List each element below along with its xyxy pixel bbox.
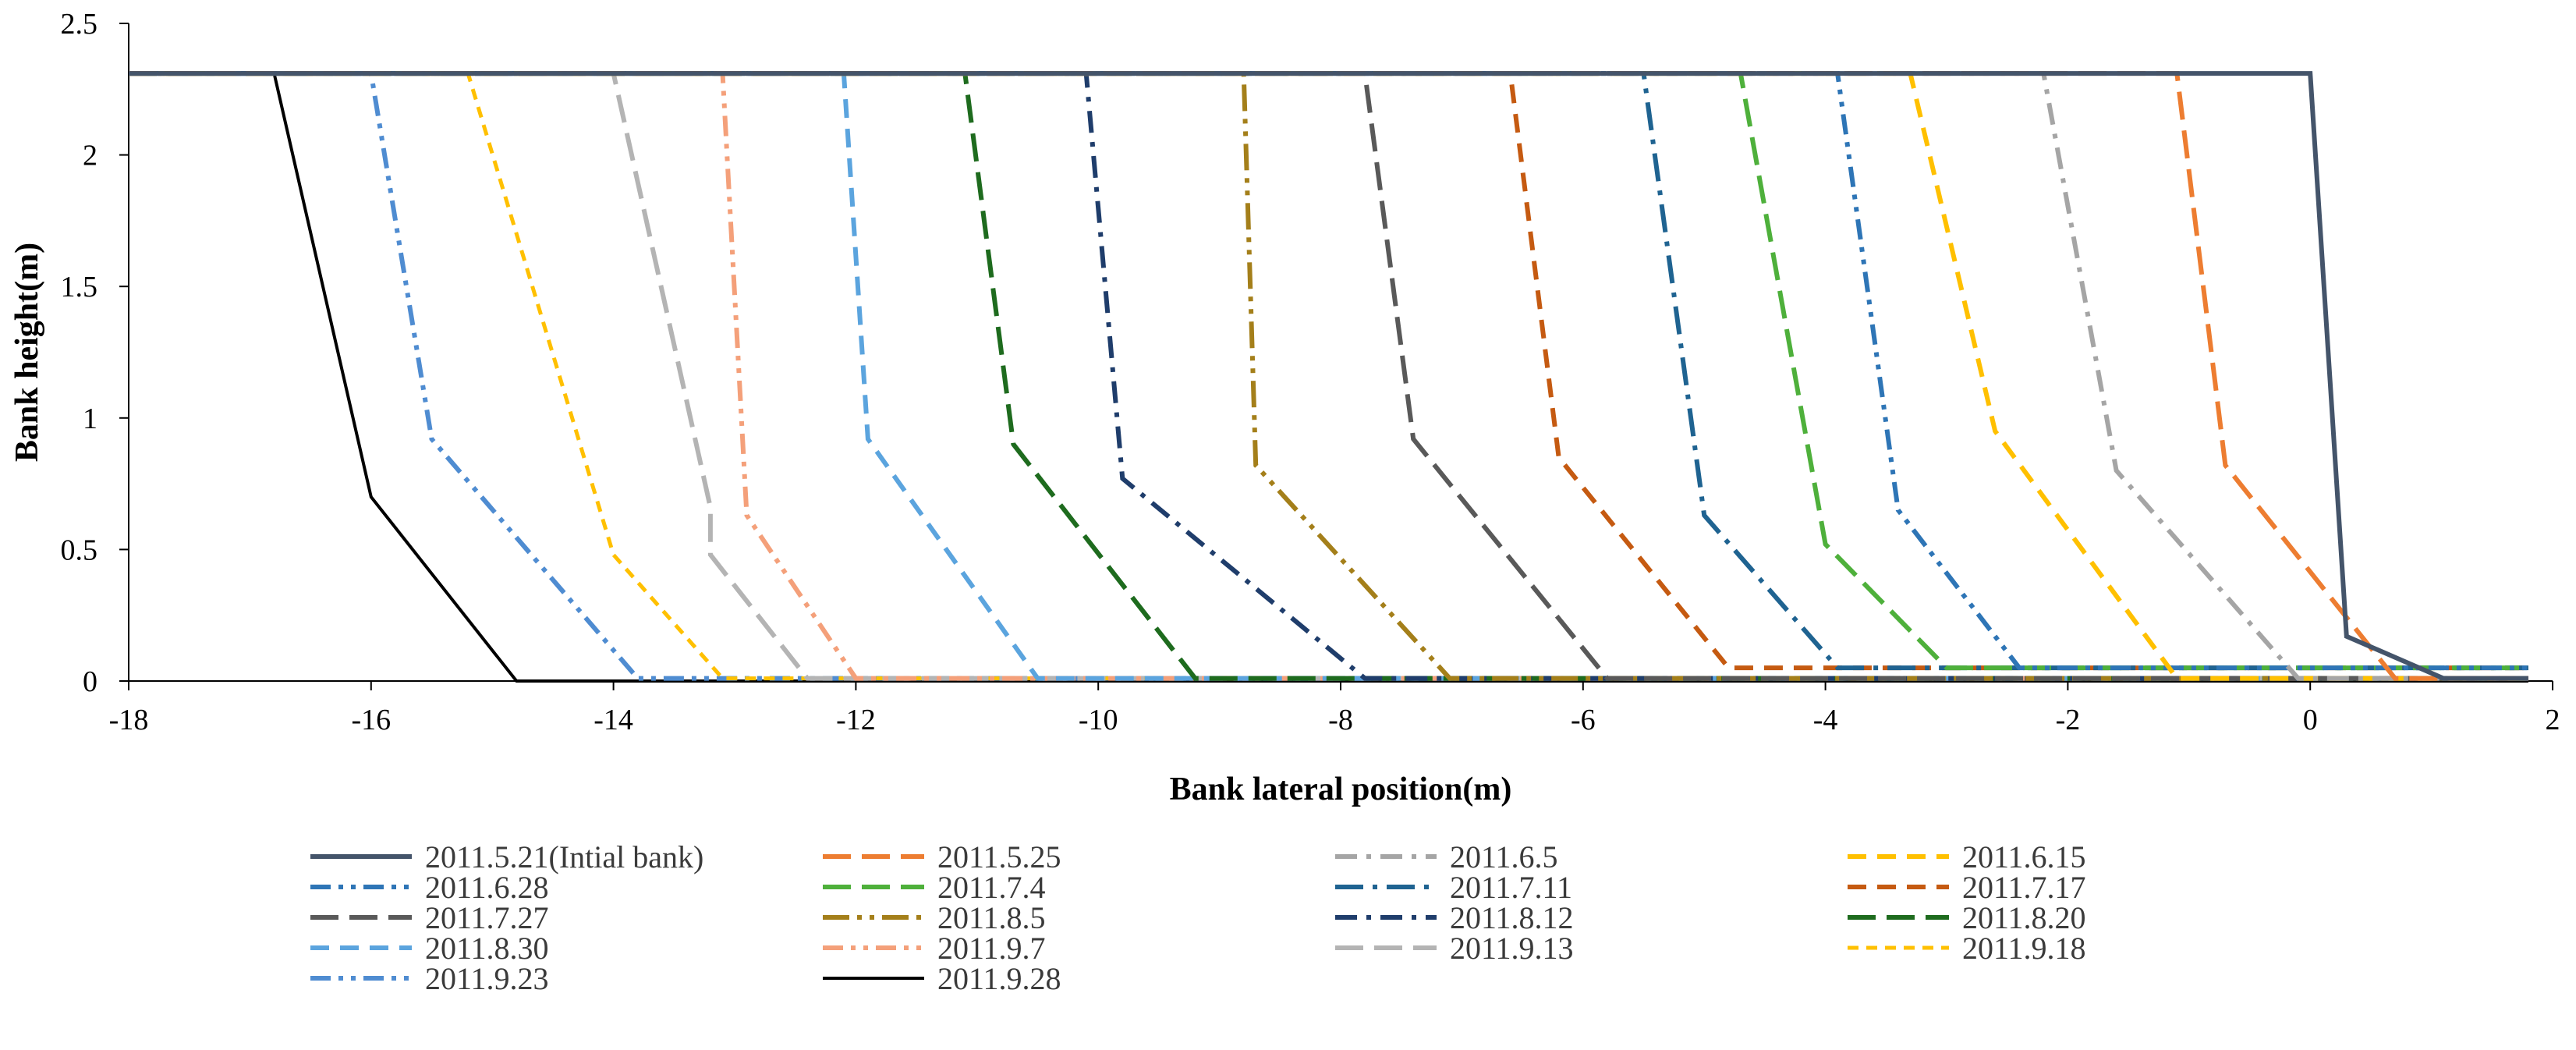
legend-label-5: 2011.6.28 — [425, 870, 549, 905]
series-line-6 — [129, 71, 2528, 671]
legend-label-16: 2011.9.18 — [1962, 931, 2086, 966]
series-line-14 — [129, 71, 2528, 681]
x-tick-label: -4 — [1813, 704, 1838, 736]
y-axis-title: Bank height(m) — [9, 243, 45, 462]
series-line-9 — [129, 71, 2528, 681]
series-line-15 — [129, 71, 2528, 681]
legend-label-15: 2011.9.13 — [1450, 931, 1574, 966]
series-line-1 — [129, 71, 2528, 681]
series-line-5 — [129, 71, 2528, 671]
x-tick-label: -2 — [2056, 704, 2081, 736]
legend-label-1: 2011.5.21(Intial bank) — [425, 839, 703, 874]
x-tick-label: -6 — [1571, 704, 1596, 736]
legend-label-13: 2011.8.30 — [425, 931, 549, 966]
series-line-4 — [129, 71, 2528, 681]
series-line-11 — [129, 71, 2528, 681]
series-line-10 — [129, 71, 2528, 681]
y-tick-label: 0 — [83, 665, 97, 698]
legend-label-8: 2011.7.17 — [1962, 870, 2086, 905]
legend-label-7: 2011.7.11 — [1450, 870, 1572, 905]
legend-label-3: 2011.6.5 — [1450, 839, 1558, 874]
x-tick-label: -8 — [1328, 704, 1353, 736]
series-line-17 — [129, 71, 2528, 681]
legend-label-10: 2011.8.5 — [937, 900, 1046, 935]
legend-label-18: 2011.9.28 — [937, 961, 1061, 996]
x-tick-label: -18 — [109, 704, 149, 736]
y-tick-label: 0.5 — [61, 534, 98, 566]
x-tick-label: -14 — [594, 704, 633, 736]
y-tick-label: 2.5 — [61, 8, 98, 41]
legend-label-14: 2011.9.7 — [937, 931, 1046, 966]
series-line-2 — [129, 71, 2528, 681]
series-line-12 — [129, 71, 2528, 681]
series-line-13 — [129, 71, 2528, 681]
x-tick-label: -10 — [1079, 704, 1118, 736]
legend-label-9: 2011.7.27 — [425, 900, 549, 935]
x-tick-label: 2 — [2546, 704, 2560, 736]
x-tick-label: -16 — [351, 704, 391, 736]
legend-label-4: 2011.6.15 — [1962, 839, 2086, 874]
series-line-8 — [129, 71, 2528, 671]
legend-label-11: 2011.8.12 — [1450, 900, 1574, 935]
series-line-16 — [129, 71, 2528, 681]
x-tick-label: 0 — [2303, 704, 2318, 736]
series-line-7 — [129, 71, 2528, 671]
x-tick-label: -12 — [836, 704, 876, 736]
legend-label-12: 2011.8.20 — [1962, 900, 2086, 935]
legend: 2011.5.21(Intial bank) 2011.5.25 2011.6.5 2… — [310, 839, 2086, 996]
series-line-18 — [129, 72, 2528, 683]
legend-label-2: 2011.5.25 — [937, 839, 1061, 874]
series-line-3 — [129, 71, 2528, 681]
series-lines — [129, 71, 2528, 683]
axes: -18 -16 -14 -12 -10 -8 -6 -4 -2 0 2 0 0.5 1 1.5 2 2.5 — [61, 8, 2560, 736]
x-axis-title: Bank lateral position(m) — [1170, 772, 1512, 807]
y-tick-label: 1 — [83, 403, 97, 435]
y-tick-label: 2 — [83, 140, 97, 172]
y-tick-label: 1.5 — [61, 271, 98, 303]
legend-label-17: 2011.9.23 — [425, 961, 549, 996]
legend-label-6: 2011.7.4 — [937, 870, 1046, 905]
